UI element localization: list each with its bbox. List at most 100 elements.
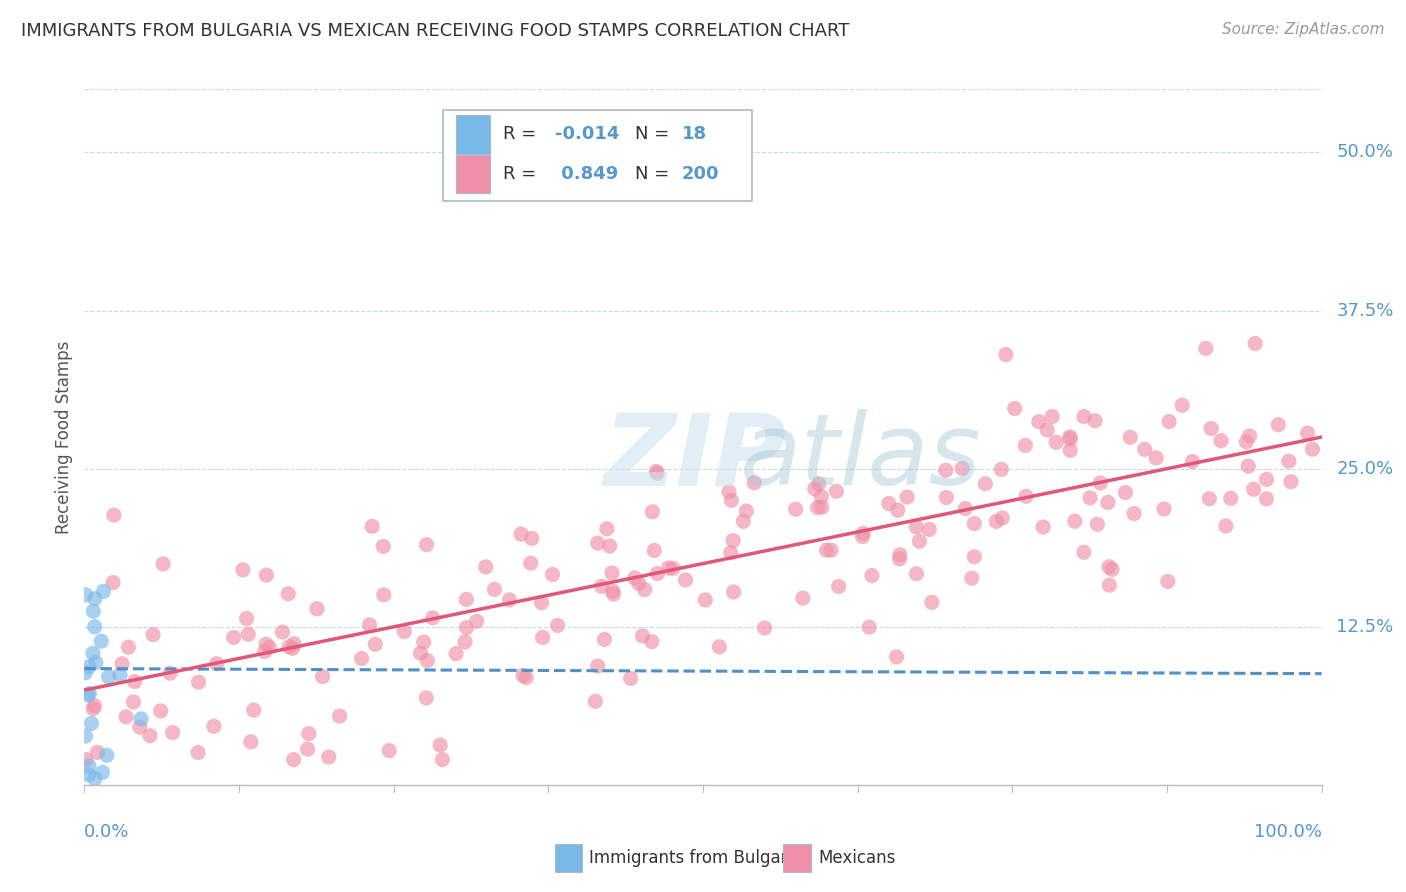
Point	[238, 627, 260, 641]
Point	[242, 703, 264, 717]
Point	[283, 753, 305, 767]
Point	[1078, 491, 1101, 505]
Point	[484, 582, 506, 597]
Point	[498, 593, 520, 607]
Point	[103, 508, 125, 523]
Point	[454, 635, 477, 649]
Point	[520, 532, 543, 546]
Point	[429, 738, 451, 752]
Point	[91, 765, 114, 780]
Text: 100.0%: 100.0%	[1254, 823, 1322, 841]
Point	[1198, 491, 1220, 506]
Text: 12.5%: 12.5%	[1337, 618, 1393, 636]
FancyBboxPatch shape	[456, 155, 491, 194]
Point	[96, 748, 118, 763]
Point	[1014, 438, 1036, 452]
Point	[645, 464, 668, 478]
Point	[586, 536, 609, 550]
Point	[254, 637, 277, 651]
Point	[1181, 454, 1204, 468]
Point	[733, 514, 755, 528]
Text: Source: ZipAtlas.com: Source: ZipAtlas.com	[1222, 22, 1385, 37]
Point	[1036, 423, 1059, 437]
Point	[465, 614, 488, 628]
Point	[298, 726, 321, 740]
Point	[512, 668, 534, 682]
Point	[1028, 415, 1050, 429]
Point	[586, 659, 609, 673]
Point	[720, 546, 742, 560]
Point	[1153, 502, 1175, 516]
Point	[259, 640, 281, 655]
Point	[162, 725, 184, 739]
Point	[1073, 409, 1095, 424]
Point	[742, 475, 765, 490]
Point	[1256, 491, 1278, 506]
Point	[596, 522, 619, 536]
Point	[75, 753, 97, 767]
Point	[905, 566, 928, 581]
Text: N =: N =	[636, 126, 675, 144]
Point	[723, 585, 745, 599]
Point	[361, 519, 384, 533]
Point	[474, 560, 496, 574]
Point	[963, 516, 986, 531]
Point	[593, 632, 616, 647]
Point	[541, 567, 564, 582]
Point	[122, 695, 145, 709]
Point	[935, 491, 957, 505]
Point	[75, 729, 97, 743]
Point	[283, 637, 305, 651]
Point	[1059, 443, 1081, 458]
Point	[1209, 434, 1232, 448]
Point	[1004, 401, 1026, 416]
Point	[1244, 336, 1267, 351]
Point	[852, 526, 875, 541]
Point	[142, 627, 165, 641]
Point	[1278, 454, 1301, 468]
Point	[675, 573, 697, 587]
Point	[547, 618, 569, 632]
Point	[82, 701, 104, 715]
Point	[373, 540, 395, 554]
Point	[918, 523, 941, 537]
Point	[531, 631, 554, 645]
Point	[602, 584, 624, 599]
Y-axis label: Receiving Food Stamps: Receiving Food Stamps	[55, 341, 73, 533]
Point	[416, 653, 439, 667]
Point	[1243, 482, 1265, 496]
Point	[889, 552, 911, 566]
Point	[84, 656, 107, 670]
Text: 0.0%: 0.0%	[84, 823, 129, 841]
Point	[82, 604, 104, 618]
Point	[647, 566, 669, 581]
Point	[851, 530, 873, 544]
Point	[253, 644, 276, 658]
Point	[860, 568, 883, 582]
Point	[108, 668, 131, 682]
Point	[83, 772, 105, 786]
Point	[271, 625, 294, 640]
Point	[83, 591, 105, 606]
Point	[311, 670, 333, 684]
Point	[825, 484, 848, 499]
Point	[889, 548, 911, 562]
Point	[329, 709, 352, 723]
Point	[1123, 507, 1146, 521]
Point	[305, 601, 328, 615]
Point	[1098, 559, 1121, 574]
Point	[90, 634, 112, 648]
Point	[519, 556, 541, 570]
Point	[205, 657, 228, 671]
Point	[128, 720, 150, 734]
Point	[1234, 434, 1257, 449]
Point	[79, 687, 101, 701]
Point	[278, 640, 301, 654]
Point	[101, 575, 124, 590]
Point	[641, 505, 664, 519]
Point	[1119, 430, 1142, 444]
Text: -0.014: -0.014	[554, 126, 619, 144]
Point	[721, 533, 744, 548]
Point	[1040, 409, 1063, 424]
Point	[1063, 514, 1085, 528]
